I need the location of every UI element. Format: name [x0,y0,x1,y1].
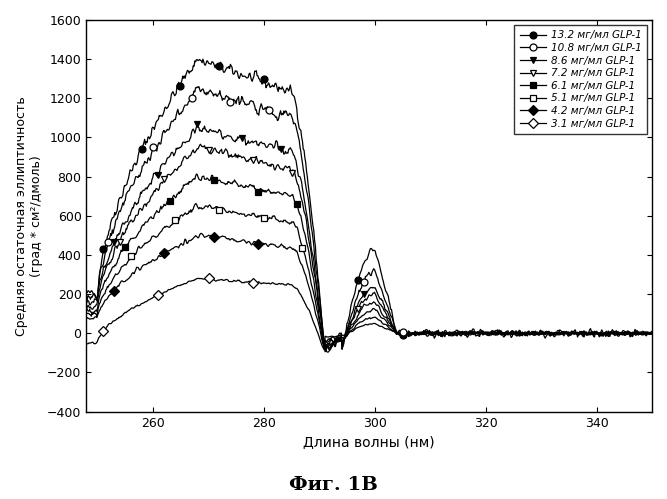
Text: Фиг. 1В: Фиг. 1В [289,476,378,494]
Legend: 13.2 мг/мл GLP-1, 10.8 мг/мл GLP-1, 8.6 мг/мл GLP-1, 7.2 мг/мл GLP-1, 6.1 мг/мл : 13.2 мг/мл GLP-1, 10.8 мг/мл GLP-1, 8.6 … [514,25,647,134]
Y-axis label: Средняя остаточная эллиптичность
(град * см²/дмоль): Средняя остаточная эллиптичность (град *… [15,96,43,336]
X-axis label: Длина волны (нм): Длина волны (нм) [303,435,435,449]
